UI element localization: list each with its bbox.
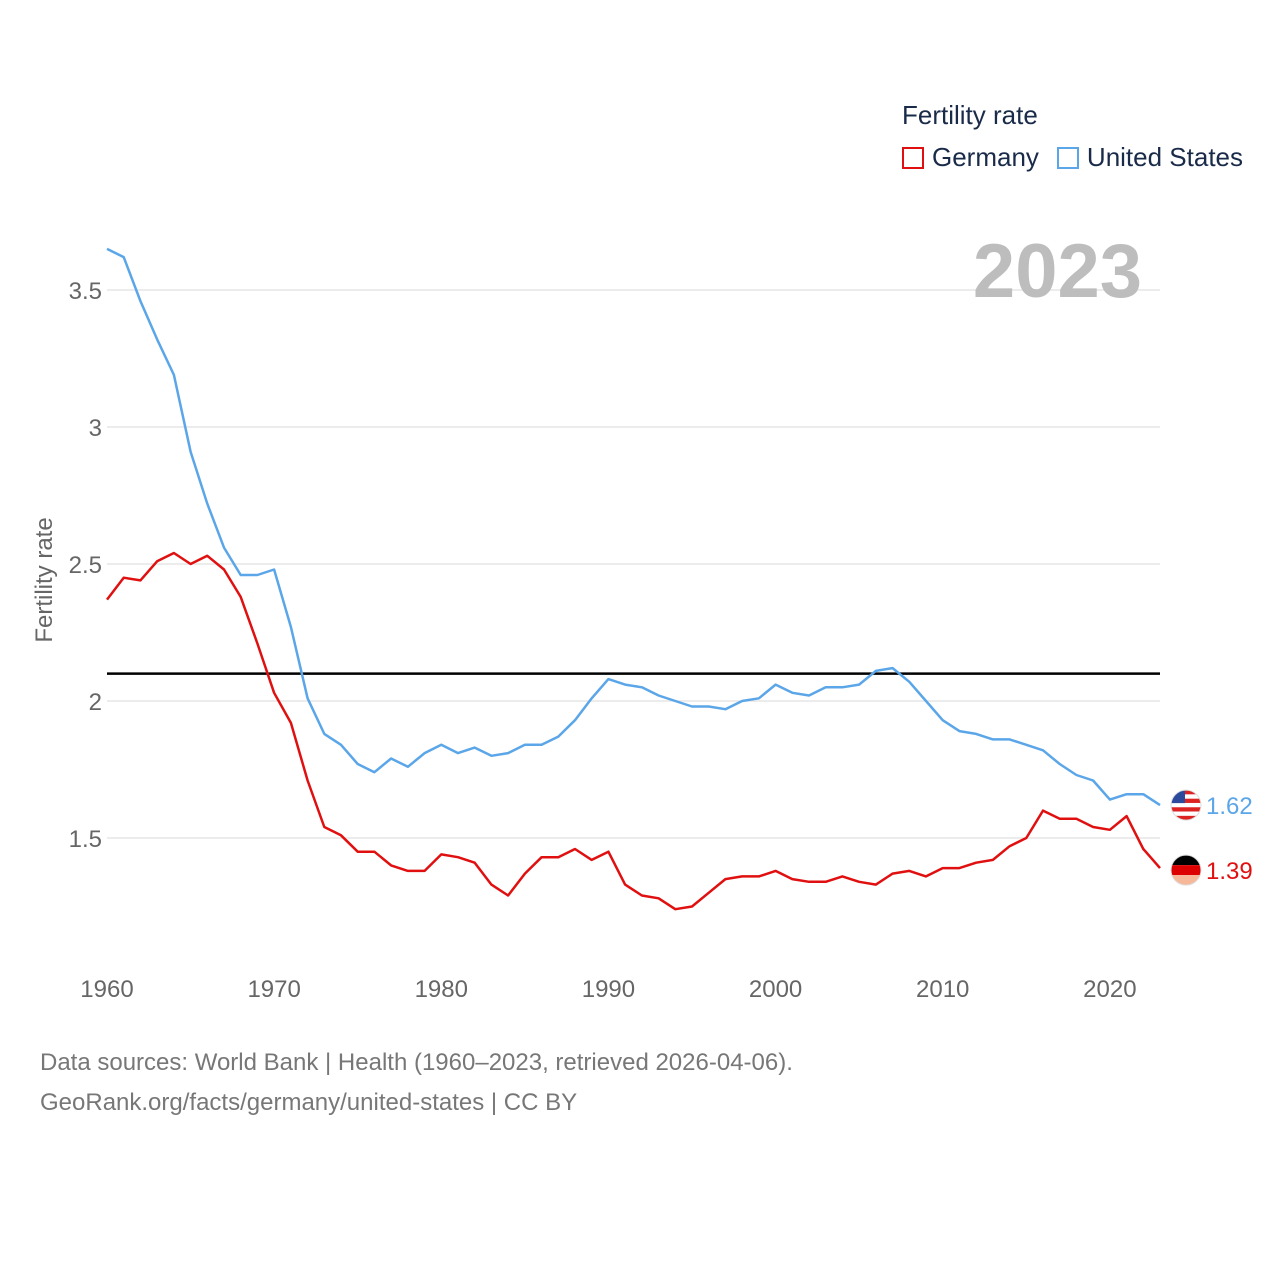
y-tick-label: 3.5 <box>69 278 102 305</box>
flag-stripe <box>1171 815 1201 821</box>
legend-label-united-states: United States <box>1086 142 1244 172</box>
gridlines <box>107 289 1160 839</box>
flag-stripe <box>1171 855 1201 866</box>
flag-stripe <box>1171 798 1201 803</box>
flag-stripe <box>1171 811 1201 816</box>
flag-stripe <box>1171 790 1201 795</box>
y-tick-label: 2 <box>89 689 102 716</box>
flag-border <box>1170 789 1202 821</box>
y-tick-label: 3 <box>89 415 102 442</box>
series-lines <box>106 247 1161 911</box>
flag-germany-icon <box>1170 854 1202 886</box>
series-line-germany <box>106 551 1161 911</box>
x-tick-label: 1970 <box>247 976 300 1003</box>
y-tick-label: 1.5 <box>69 826 102 853</box>
source-note: Data sources: World Bank | Health (1960–… <box>40 1043 793 1123</box>
end-label-germany: 1.39 <box>1206 858 1253 885</box>
x-tick-label: 2020 <box>1083 976 1136 1003</box>
legend-swatch-united-states <box>1056 146 1079 169</box>
flag-stripe <box>1171 802 1201 808</box>
source-line-1: Data sources: World Bank | Health (1960–… <box>40 1049 793 1076</box>
x-axis-ticks: 1960 1970 1980 1990 2000 2010 2020 <box>80 976 1136 1003</box>
flag-stripe <box>1171 794 1201 799</box>
series-line-united-states <box>106 247 1161 807</box>
y-axis-ticks: 1.5 2 2.5 3 3.5 <box>69 278 102 853</box>
legend-label-germany: Germany <box>932 142 1039 172</box>
legend-swatch-germany <box>902 146 924 169</box>
y-tick-label: 2.5 <box>69 552 102 579</box>
x-tick-label: 1990 <box>582 976 635 1003</box>
x-tick-label: 2000 <box>749 976 802 1003</box>
legend-item-united-states[interactable]: United States <box>1056 142 1244 173</box>
x-tick-label: 1980 <box>415 976 468 1003</box>
flag-united-states-icon <box>1170 789 1202 821</box>
year-label: 2023 <box>972 229 1142 314</box>
flag-stripe <box>1171 875 1201 886</box>
flag-border <box>1170 854 1202 886</box>
legend-title: Fertility rate <box>902 100 1038 130</box>
flag-stripe <box>1171 865 1201 876</box>
x-tick-label: 1960 <box>80 976 133 1003</box>
flag-stripe <box>1171 807 1201 812</box>
source-line-2: GeoRank.org/facts/germany/united-states … <box>40 1089 578 1116</box>
end-label-united-states: 1.62 <box>1206 793 1253 820</box>
legend-item-germany[interactable]: Germany <box>902 142 1039 173</box>
y-axis-label: Fertility rate <box>31 517 58 642</box>
end-labels: 1.62 1.39 <box>1170 789 1253 886</box>
x-tick-label: 2010 <box>916 976 969 1003</box>
legend: Germany United States <box>902 142 1261 173</box>
